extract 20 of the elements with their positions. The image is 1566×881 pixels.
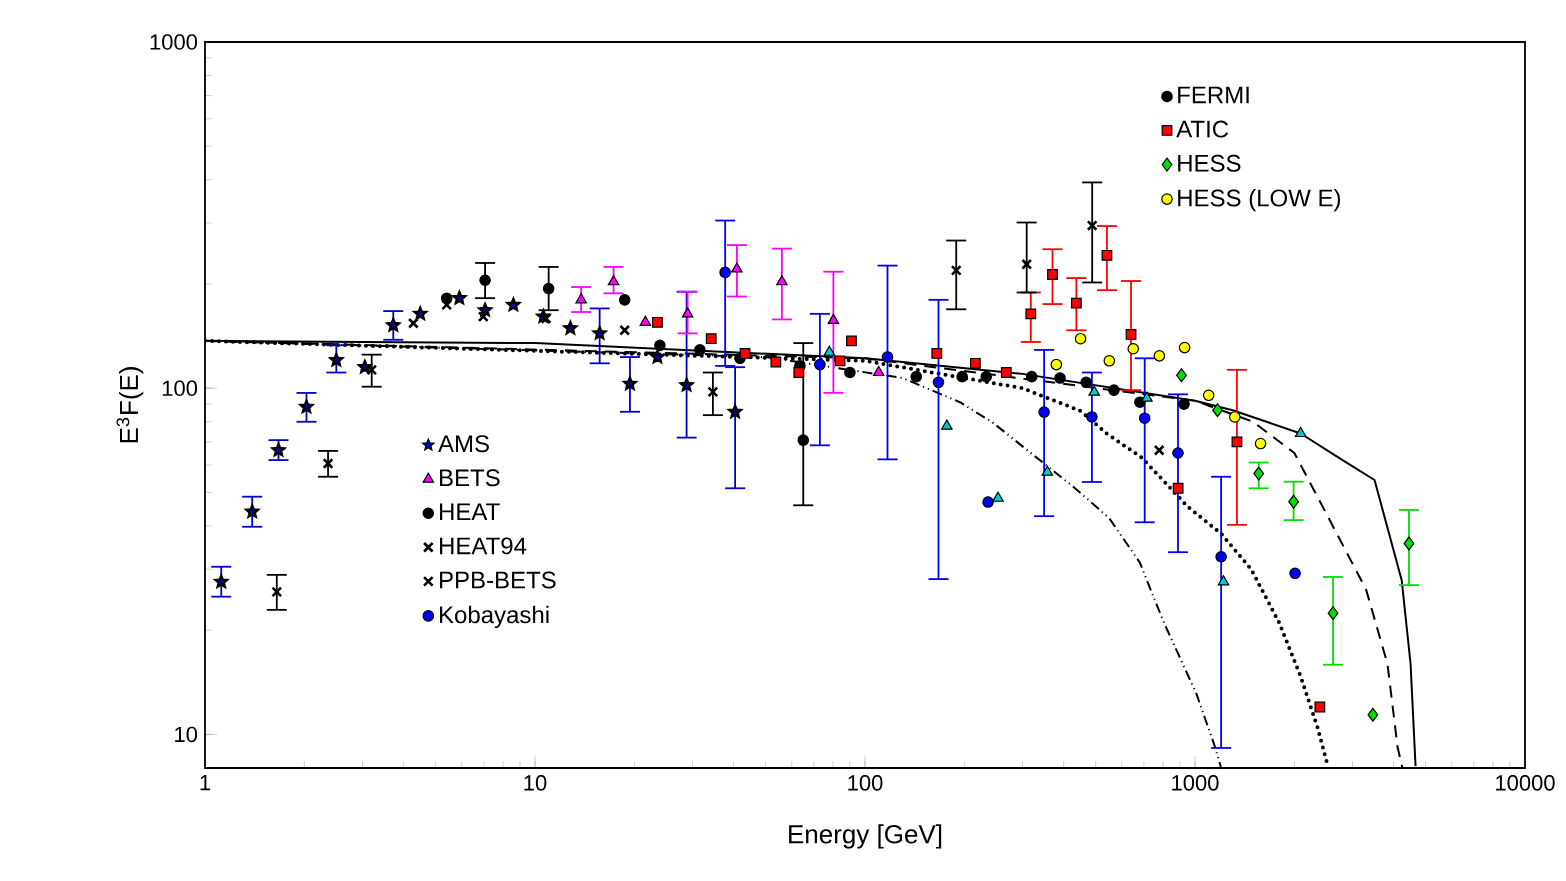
- x-tick-label: 1: [200, 775, 211, 791]
- x-tick-label: 10: [524, 775, 547, 791]
- y-tick-label: 10: [175, 726, 198, 743]
- legend-label: HESS: [1178, 154, 1241, 172]
- y-tick-label: 100: [162, 380, 198, 396]
- legend-label: FERMI: [1178, 86, 1249, 104]
- legend-label: HEAT94: [440, 537, 527, 555]
- legend-label: ATIC: [1176, 120, 1229, 138]
- legend-label: HEAT: [440, 503, 500, 520]
- y-axis-title: E$^{3}$F(E): [116, 367, 144, 443]
- x-axis-title: Energy [GeV]: [789, 824, 942, 849]
- x-tick-label: 1000: [1172, 775, 1219, 791]
- x-tick-label: 10000: [1496, 775, 1555, 791]
- y-tick-label: 1000: [150, 34, 198, 50]
- legend-label: HESS (LOW E): [1178, 188, 1341, 212]
- legend-label: PPB-BETS: [440, 571, 556, 589]
- legend-label: Kobayashi: [440, 605, 549, 629]
- legend-label: AMS: [438, 435, 489, 453]
- legend-label: BETS: [440, 469, 500, 487]
- x-tick-label: 100: [848, 775, 883, 791]
